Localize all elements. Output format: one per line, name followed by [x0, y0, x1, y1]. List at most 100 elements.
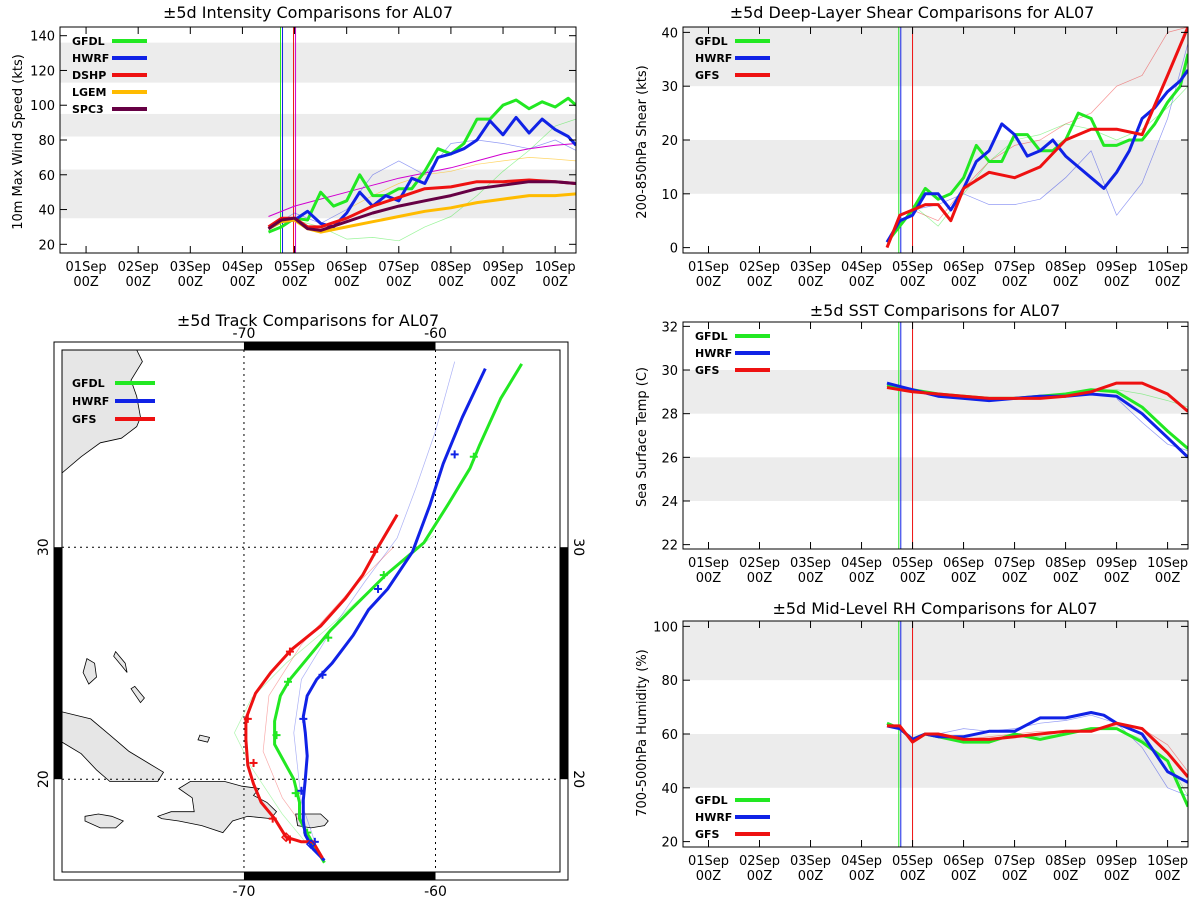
sst-xtick-label-7: 08Sep — [1045, 556, 1086, 571]
shear-xtick-sublabel-6: 00Z — [1002, 275, 1028, 290]
rh-legend-label-gfdl: GFDL — [695, 794, 728, 807]
land-jamaica — [84, 813, 125, 829]
rh-xtick-label-6: 07Sep — [994, 854, 1035, 869]
rh-ytick-label-3: 80 — [661, 674, 678, 689]
shear-ytick-label-1: 10 — [661, 188, 678, 203]
sst-xtick-sublabel-5: 00Z — [951, 571, 977, 586]
intensity-xtick-sublabel-8: 00Z — [490, 275, 516, 290]
shear-xtick-sublabel-5: 00Z — [951, 275, 977, 290]
sst-xtick-sublabel-6: 00Z — [1002, 571, 1028, 586]
sst-xtick-label-4: 05Sep — [892, 556, 933, 571]
sst-ylabel: Sea Surface Temp (C) — [635, 367, 650, 507]
rh-xtick-sublabel-5: 00Z — [951, 869, 977, 884]
track-legend-label-hwrf: HWRF — [72, 395, 109, 408]
land-bahamas-exuma — [130, 685, 145, 704]
rh-band-1 — [683, 621, 1188, 681]
land-cuba — [62, 711, 165, 782]
shear-xtick-label-3: 04Sep — [841, 260, 882, 275]
sst-xtick-sublabel-1: 00Z — [747, 571, 773, 586]
sst-xtick-label-8: 09Sep — [1096, 556, 1137, 571]
shear-line-hwrf-1 — [885, 69, 1188, 243]
shear-xtick-sublabel-3: 00Z — [849, 275, 875, 290]
rh-ytick-label-0: 20 — [661, 836, 678, 851]
sst-ytick-label-5: 32 — [661, 320, 678, 335]
track-legend-label-gfs: GFS — [72, 413, 97, 426]
sst-title: ±5d SST Comparisons for AL07 — [810, 301, 1061, 320]
shear-xtick-label-9: 10Sep — [1147, 260, 1188, 275]
sst-xtick-sublabel-9: 00Z — [1155, 571, 1181, 586]
intensity-xtick-label-7: 08Sep — [430, 260, 471, 275]
rh-xtick-sublabel-0: 00Z — [696, 869, 722, 884]
intensity-xtick-sublabel-3: 00Z — [230, 275, 256, 290]
rh-title: ±5d Mid-Level RH Comparisons for AL07 — [772, 599, 1097, 618]
intensity-line-hwrf-1 — [267, 115, 576, 231]
rh-ytick-label-2: 60 — [661, 728, 678, 743]
land-bahamas-andros — [82, 657, 97, 685]
sst-xtick-label-2: 03Sep — [790, 556, 831, 571]
intensity-xtick-label-1: 02Sep — [118, 260, 159, 275]
track-border-top — [243, 342, 436, 350]
shear-legend-label-hwrf: HWRF — [695, 52, 732, 65]
track-inner-frame — [61, 349, 561, 873]
sst-xtick-sublabel-4: 00Z — [900, 571, 926, 586]
track-title: ±5d Track Comparisons for AL07 — [177, 311, 439, 330]
sst-xtick-label-6: 07Sep — [994, 556, 1035, 571]
intensity-xtick-label-3: 04Sep — [222, 260, 263, 275]
track-lat-label-left-1: 30 — [36, 538, 52, 556]
intensity-ylabel: 10m Max Wind Speed (kts) — [11, 54, 26, 230]
track-lon-label-bottom-1: -60 — [424, 884, 447, 900]
intensity-band-0 — [60, 169, 576, 219]
sst-line-gfs-2 — [886, 381, 1188, 413]
intensity-ytick-label-3: 80 — [38, 134, 55, 149]
intensity-xtick-sublabel-5: 00Z — [334, 275, 360, 290]
intensity-xtick-sublabel-4: 00Z — [282, 275, 308, 290]
sst-xtick-label-9: 10Sep — [1147, 556, 1188, 571]
intensity-line-lgem-7 — [346, 157, 576, 210]
shear-xtick-sublabel-8: 00Z — [1104, 275, 1130, 290]
shear-legend-label-gfs: GFS — [695, 69, 720, 82]
track-outer-frame — [53, 341, 569, 881]
intensity-xtick-sublabel-9: 00Z — [542, 275, 568, 290]
shear-xtick-label-6: 07Sep — [994, 260, 1035, 275]
land-us-east-coast — [62, 350, 143, 474]
track-border-bottom — [243, 872, 436, 880]
track-line-hwrf-4 — [293, 361, 456, 842]
rh-xtick-label-7: 08Sep — [1045, 854, 1086, 869]
intensity-ytick-label-1: 40 — [38, 204, 55, 219]
intensity-legend-label-spc3: SPC3 — [72, 103, 104, 116]
sst-legend-label-gfdl: GFDL — [695, 330, 728, 343]
sst-legend-label-gfs: GFS — [695, 364, 720, 377]
sst-xtick-sublabel-8: 00Z — [1104, 571, 1130, 586]
sst-xtick-label-5: 06Sep — [943, 556, 984, 571]
intensity-legend-label-lgem: LGEM — [72, 86, 107, 99]
rh-legend-label-gfs: GFS — [695, 828, 720, 841]
rh-ytick-label-1: 40 — [661, 782, 678, 797]
shear-band-0 — [683, 140, 1188, 194]
track-lat-label-right-1: 30 — [570, 538, 586, 556]
rh-band-0 — [683, 734, 1188, 788]
shear-xtick-sublabel-4: 00Z — [900, 275, 926, 290]
intensity-series-group — [267, 96, 576, 242]
sst-xtick-sublabel-7: 00Z — [1053, 571, 1079, 586]
rh-line-gfs-2 — [887, 721, 1188, 778]
track-lon-label-bottom-0: -70 — [233, 884, 256, 900]
rh-xtick-sublabel-8: 00Z — [1104, 869, 1130, 884]
intensity-ytick-label-6: 140 — [30, 30, 55, 45]
sst-xtick-label-3: 04Sep — [841, 556, 882, 571]
intensity-xtick-sublabel-0: 00Z — [73, 275, 99, 290]
intensity-title: ±5d Intensity Comparisons for AL07 — [163, 3, 453, 22]
track-line-hwrf-1 — [301, 367, 487, 862]
shear-xtick-label-8: 09Sep — [1096, 260, 1137, 275]
rh-xtick-sublabel-7: 00Z — [1053, 869, 1079, 884]
rh-xtick-label-5: 06Sep — [943, 854, 984, 869]
intensity-xtick-label-2: 03Sep — [170, 260, 211, 275]
intensity-xtick-label-5: 06Sep — [326, 260, 367, 275]
track-legend-label-gfdl: GFDL — [72, 377, 105, 390]
shear-xtick-label-5: 06Sep — [943, 260, 984, 275]
rh-xtick-sublabel-9: 00Z — [1155, 869, 1181, 884]
shear-xtick-sublabel-0: 00Z — [696, 275, 722, 290]
track-border-left — [54, 547, 62, 780]
intensity-ytick-label-4: 100 — [30, 99, 55, 114]
track-border-right — [560, 547, 568, 780]
